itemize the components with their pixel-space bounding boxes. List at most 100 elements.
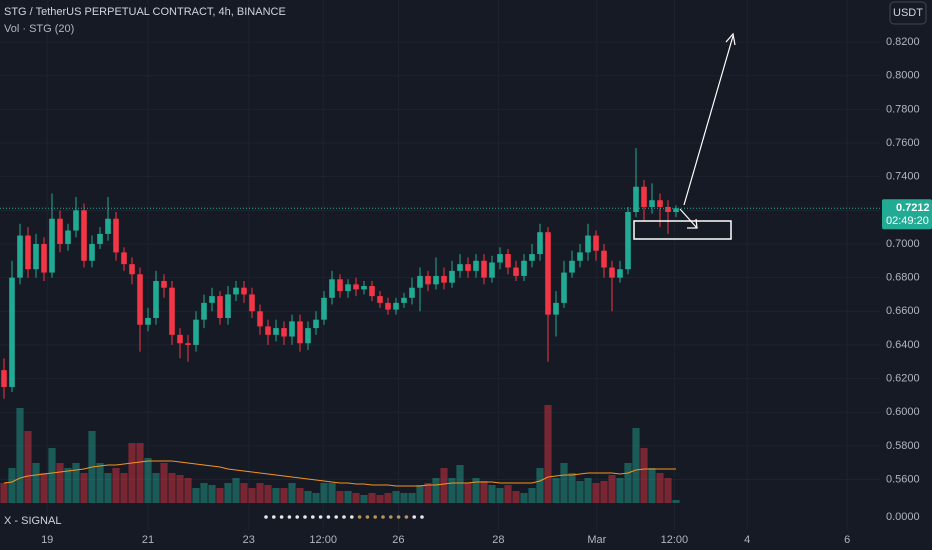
signal-dot — [389, 515, 393, 519]
volume-bar — [32, 463, 40, 503]
candle-body — [385, 302, 391, 310]
volume-bar — [320, 483, 328, 503]
volume-bar — [504, 485, 512, 503]
volume-bar — [544, 405, 552, 503]
signal-dot — [412, 515, 417, 519]
candle-body — [169, 287, 175, 335]
candle-body — [73, 210, 79, 231]
candle-body — [81, 210, 87, 261]
volume-bar — [592, 483, 600, 503]
signal-dot — [287, 515, 292, 519]
candle-body — [57, 218, 63, 244]
candle-body — [89, 243, 95, 261]
volume-bar — [272, 488, 280, 503]
signal-dot — [404, 515, 409, 519]
candle-body — [337, 279, 343, 292]
x-tick-label: 23 — [243, 534, 255, 546]
volume-bar — [144, 458, 152, 503]
volume-bar — [480, 481, 488, 503]
candle-body — [545, 232, 551, 315]
volume-bar — [520, 493, 528, 503]
candle-body — [561, 272, 567, 303]
volume-bar — [416, 485, 424, 503]
candle-body — [361, 286, 367, 290]
candle-body — [217, 296, 223, 318]
candle-body — [177, 334, 183, 344]
volume-bar — [448, 478, 456, 503]
volume-bar — [456, 465, 464, 503]
volume-bar — [40, 473, 48, 503]
candle-body — [393, 302, 399, 310]
volume-bar — [296, 488, 304, 503]
y-tick-label: 0.6000 — [886, 406, 920, 418]
volume-bar — [560, 463, 568, 503]
candle-body — [185, 343, 191, 345]
y-tick-label: 0.7400 — [886, 171, 920, 183]
candle-body — [633, 186, 639, 212]
signal-dots — [264, 515, 424, 519]
price-axis — [880, 0, 932, 550]
y-tick-label: 0.7600 — [886, 137, 920, 149]
volume-bar — [176, 475, 184, 503]
volume-bar — [384, 493, 392, 503]
signal-dot — [357, 515, 362, 519]
annotation-arrow — [679, 208, 698, 229]
volume-bar — [392, 491, 400, 503]
candle-body — [433, 275, 439, 285]
candle-body — [1, 370, 7, 387]
y-tick-label: 0.8000 — [886, 70, 920, 82]
y-tick-label: 0.7800 — [886, 103, 920, 115]
volume-bar — [96, 463, 104, 503]
volume-bar — [200, 483, 208, 503]
arrow-head — [687, 218, 698, 229]
candle-body — [377, 296, 383, 303]
candle-body — [65, 230, 71, 244]
volume-bar — [536, 468, 544, 503]
x-tick-label: 21 — [142, 534, 154, 546]
candles — [0, 148, 880, 399]
candle-body — [593, 235, 599, 251]
volume-bar — [408, 493, 416, 503]
candle-body — [49, 218, 55, 273]
candle-body — [497, 254, 503, 263]
candle-body — [113, 218, 119, 253]
x-tick-label: 26 — [392, 534, 404, 546]
volume-bar — [600, 481, 608, 503]
signal-dot — [342, 515, 346, 519]
volume-bar — [152, 473, 160, 503]
volume-bar — [136, 443, 144, 503]
candle-body — [617, 269, 623, 278]
candle-body — [281, 328, 287, 337]
candle-body — [489, 262, 495, 278]
candle-body — [225, 294, 231, 318]
signal-dot — [350, 515, 354, 519]
candle-body — [441, 275, 447, 283]
volume-bar — [328, 483, 336, 503]
currency-button[interactable] — [889, 1, 927, 25]
x-tick-label: 19 — [41, 534, 53, 546]
signal-dot — [420, 515, 424, 519]
y-tick-label: 0.6400 — [886, 339, 920, 351]
signal-dot — [365, 515, 370, 519]
candle-body — [33, 243, 39, 270]
chart-title: STG / TetherUS PERPETUAL CONTRACT, 4h, B… — [4, 6, 286, 18]
candle-body — [353, 284, 359, 290]
volume-bar — [496, 488, 504, 503]
candle-body — [673, 208, 679, 212]
y-tick-label: 0.6200 — [886, 372, 920, 384]
currency-label[interactable]: USDT — [893, 7, 923, 19]
signal-dot — [373, 515, 378, 519]
volume-bar — [64, 468, 72, 503]
candle-body — [209, 296, 215, 303]
volume-bar — [216, 488, 224, 503]
candle-body — [233, 287, 239, 295]
signal-dot — [396, 515, 401, 519]
volume-bar — [208, 485, 216, 503]
volume-bar — [440, 468, 448, 503]
signal-dot — [311, 515, 315, 519]
volume-bar — [360, 495, 368, 503]
candle-body — [9, 277, 15, 387]
candle-body — [193, 319, 199, 345]
